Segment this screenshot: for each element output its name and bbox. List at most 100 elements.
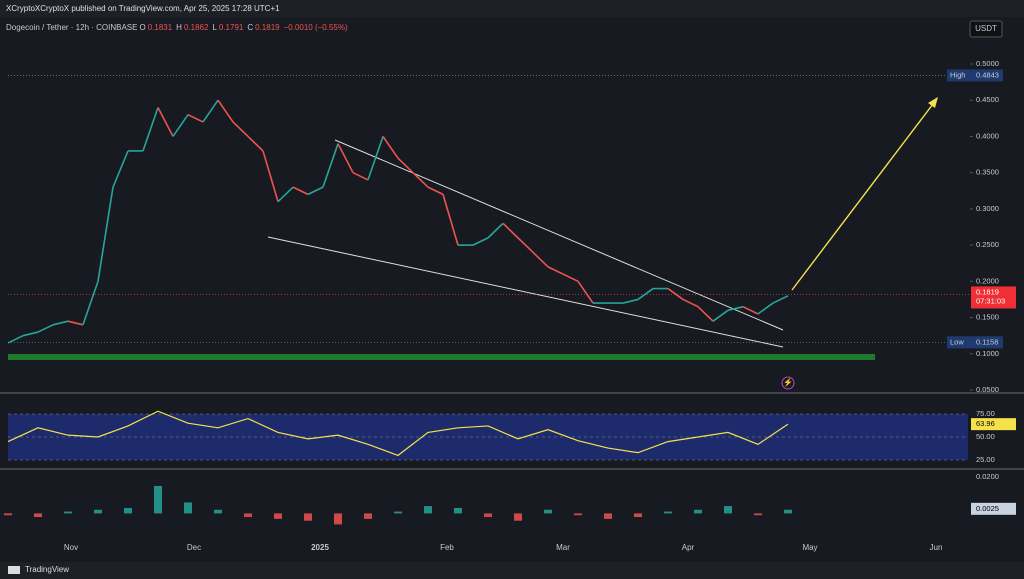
event-bolt: ⚡: [783, 377, 793, 387]
level-value: 0.4843: [976, 70, 999, 79]
time-label: Mar: [556, 543, 570, 552]
rsi-tag: [971, 418, 1016, 431]
price-segment: [352, 171, 369, 181]
price-segment: [412, 172, 429, 188]
price-segment: [337, 143, 354, 174]
macd-bar: [4, 513, 12, 516]
price-segment: [7, 334, 24, 344]
macd-bar: [214, 509, 222, 514]
arrow-head: [928, 97, 938, 108]
macd-bar: [244, 513, 252, 518]
price-segment: [682, 298, 699, 308]
macd-tag: [971, 502, 1016, 515]
price-tick: 0.2000: [976, 276, 999, 285]
price-segment: [727, 305, 744, 312]
price-segment: [157, 107, 174, 137]
top-bar: [0, 0, 1024, 17]
price-tick: 0.3500: [976, 168, 999, 177]
price-segment: [217, 99, 234, 123]
price-segment: [82, 281, 99, 326]
symbol-info: 0.1831: [148, 23, 173, 32]
macd-bar: [724, 506, 732, 514]
level-name: Low: [950, 337, 964, 346]
symbol-info: 0.1862: [184, 23, 209, 32]
price-segment: [37, 324, 54, 333]
price-segment: [502, 222, 519, 239]
macd-bar: [334, 513, 342, 525]
price-segment: [427, 186, 444, 196]
symbol-info: 0.1819: [255, 23, 280, 32]
price-segment: [367, 136, 384, 181]
price-segment: [202, 99, 219, 123]
currency-button[interactable]: [969, 20, 1003, 38]
price-segment: [307, 186, 324, 196]
price-segment: [772, 295, 789, 304]
price-tick: 0.4000: [976, 131, 999, 140]
symbol-info: O: [139, 23, 145, 32]
level-tag: [947, 336, 1003, 349]
macd-bar: [544, 509, 552, 514]
brand: TradingView: [25, 565, 69, 574]
countdown: 07:31:03: [976, 296, 1005, 305]
event-icon[interactable]: [781, 376, 795, 390]
macd-value: 0.0025: [976, 504, 999, 513]
currency-label: USDT: [975, 24, 997, 33]
symbol-info: H: [176, 23, 182, 32]
price-segment: [517, 237, 534, 253]
price-tick: 0.1500: [976, 313, 999, 322]
time-label: 2025: [311, 543, 329, 552]
price-segment: [247, 135, 264, 152]
macd-bar: [574, 513, 582, 516]
bottom-bar: [0, 562, 1024, 579]
rsi-tick: 50.00: [976, 432, 995, 441]
price-segment: [757, 302, 774, 315]
macd-bar: [514, 513, 522, 521]
time-label: May: [802, 543, 817, 552]
price-segment: [532, 251, 549, 268]
price-segment: [667, 287, 684, 301]
price-segment: [742, 305, 759, 315]
macd-bar: [94, 509, 102, 514]
price-segment: [487, 222, 504, 239]
time-label: Jun: [930, 543, 943, 552]
price-segment: [562, 273, 579, 283]
rsi-value: 63.96: [976, 419, 995, 428]
time-label: Nov: [64, 543, 78, 552]
macd-bar: [634, 513, 642, 518]
rsi-tick: 75.00: [976, 409, 995, 418]
time-label: Feb: [440, 543, 454, 552]
price-segment: [97, 187, 114, 282]
level-tag: [947, 69, 1003, 82]
macd-bar: [304, 513, 312, 521]
price-segment: [472, 237, 489, 246]
macd-bar: [64, 511, 72, 514]
brand-logo: [8, 566, 20, 574]
macd-bar: [484, 513, 492, 518]
wedge-lower: [267, 236, 784, 348]
price-segment: [622, 298, 639, 304]
price-segment: [547, 266, 564, 275]
publisher: XCryptoXCryptoX published on TradingView…: [6, 4, 280, 13]
symbol-info: Dogecoin / Tether · 12h · COINBASE: [6, 23, 137, 32]
price-tick: 0.4500: [976, 95, 999, 104]
last-price: 0.1819: [976, 287, 999, 296]
time-label: Dec: [187, 543, 201, 552]
macd-bar: [454, 507, 462, 514]
price-segment: [397, 157, 414, 174]
price-segment: [142, 107, 159, 152]
symbol-info: L: [212, 23, 217, 32]
price-segment: [67, 320, 84, 326]
price-tick: 0.0500: [976, 385, 999, 394]
price-segment: [382, 135, 399, 159]
macd-tick: 0.0200: [976, 472, 999, 481]
price-segment: [277, 186, 294, 203]
support-zone: [8, 354, 875, 360]
price-tick: 0.5000: [976, 59, 999, 68]
price-segment: [322, 143, 339, 188]
price-tick: 0.2500: [976, 240, 999, 249]
macd-bar: [124, 507, 132, 514]
price-segment: [172, 114, 189, 137]
macd-bar: [274, 513, 282, 519]
